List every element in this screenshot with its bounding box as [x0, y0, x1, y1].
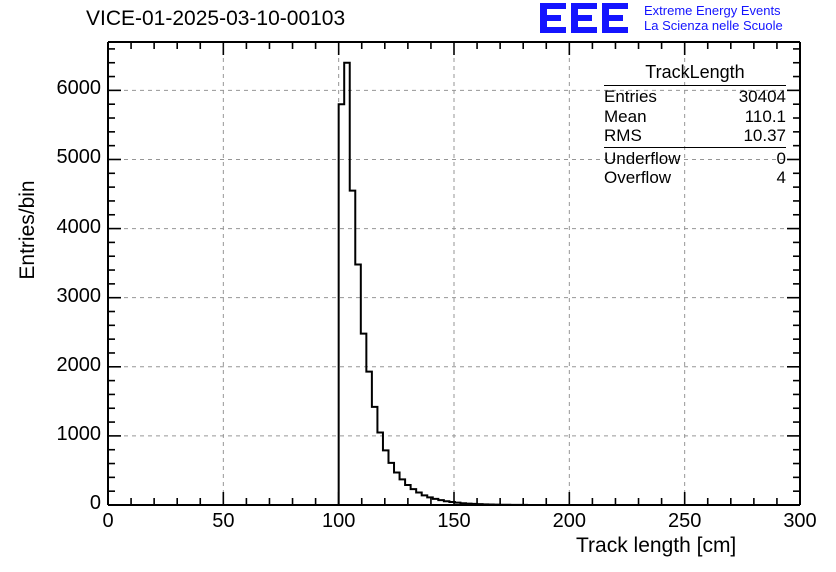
stats-row: Entries 30404	[604, 87, 786, 107]
x-tick-label: 50	[212, 510, 235, 532]
stats-rows-lower: Underflow 0 Overflow 4	[604, 148, 786, 188]
stats-row-value: 10.37	[743, 126, 786, 145]
eee-logo-mark	[540, 3, 632, 37]
stats-box: TrackLength Entries 30404 Mean 110.1 RMS 10.3…	[604, 62, 786, 188]
x-tick-label: 200	[552, 510, 587, 532]
x-axis-label: Track length [cm]	[576, 534, 737, 557]
y-tick-label: 6000	[56, 77, 102, 100]
stats-row: Underflow 0	[604, 149, 786, 169]
stats-rows-upper: Entries 30404 Mean 110.1 RMS 10.37	[604, 86, 786, 146]
eee-logo-line2: La Scienza nelle Scuole	[644, 18, 783, 33]
x-tick-label: 250	[667, 510, 702, 532]
stats-row-value: 0	[776, 148, 786, 168]
x-tick-label: 150	[437, 510, 471, 532]
y-tick-label: 1000	[56, 422, 102, 445]
stats-row-value: 110.1	[744, 106, 786, 126]
stats-row-label: RMS	[604, 126, 642, 145]
logo-letter-e-1	[540, 3, 570, 37]
eee-logo-text: Extreme Energy Events La Scienza nelle S…	[638, 3, 783, 33]
stats-row: RMS 10.37	[604, 126, 786, 146]
logo-letter-e-2	[571, 3, 601, 37]
eee-logo-line1: Extreme Energy Events	[644, 3, 781, 18]
stats-row-value: 4	[776, 168, 786, 187]
stats-title: TrackLength	[604, 62, 786, 86]
y-axis-label: Entries/bin	[16, 180, 39, 280]
y-tick-label: 5000	[56, 146, 102, 169]
stats-row: Overflow 4	[604, 168, 786, 188]
x-tick-label: 100	[321, 510, 356, 532]
stats-row-value: 30404	[738, 87, 786, 106]
logo-letter-e-3	[602, 3, 632, 37]
x-tick-label: 0	[102, 510, 114, 532]
stats-row-label: Entries	[604, 87, 657, 106]
stats-row: Mean 110.1	[604, 107, 786, 127]
stats-separator	[604, 146, 786, 148]
stats-row-label: Underflow	[604, 148, 681, 168]
y-tick-label: 0	[89, 492, 101, 514]
y-tick-label: 2000	[56, 353, 102, 376]
page-title: VICE-01-2025-03-10-00103	[86, 7, 346, 30]
eee-logo: Extreme Energy Events La Scienza nelle S…	[540, 3, 783, 37]
axis-ticks	[107, 42, 801, 506]
y-tick-label: 3000	[56, 284, 102, 307]
stats-row-label: Mean	[604, 106, 647, 126]
y-tick-label: 4000	[56, 215, 102, 238]
stats-row-label: Overflow	[604, 168, 672, 187]
x-tick-label: 300	[783, 510, 817, 532]
